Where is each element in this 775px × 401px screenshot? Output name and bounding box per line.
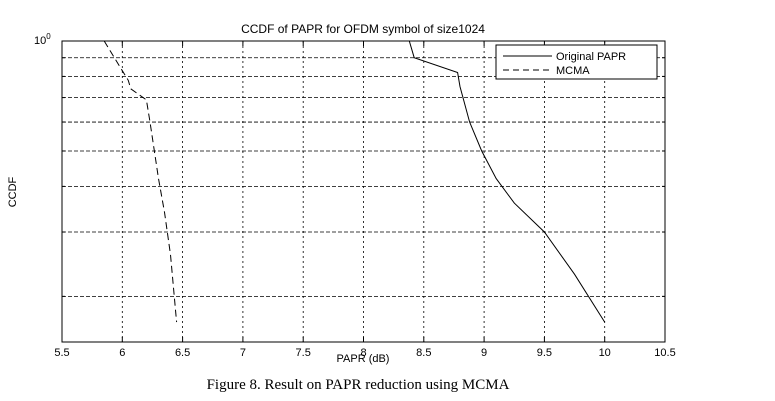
legend-box bbox=[495, 44, 658, 80]
legend-label-original-papr: Original PAPR bbox=[556, 51, 626, 63]
plot-area bbox=[61, 40, 666, 343]
chart-title: CCDF of PAPR for OFDM symbol of size1024 bbox=[241, 22, 485, 36]
x-tick-label: 6 bbox=[119, 347, 125, 359]
x-axis-ticks: 5.5 6 6.5 7 7.5 8 8.5 9 9.5 10 10.5 bbox=[54, 41, 676, 359]
x-tick-label: 8.5 bbox=[416, 347, 431, 359]
x-tick-label: 7.5 bbox=[296, 347, 311, 359]
y-axis-ticks: 100 bbox=[34, 32, 51, 47]
original-papr-line bbox=[408, 40, 606, 323]
legend: Original PAPR MCMA bbox=[495, 44, 658, 80]
figure-caption: Figure 8. Result on PAPR reduction using… bbox=[207, 377, 510, 393]
mcma-line bbox=[103, 40, 178, 323]
x-tick-label: 9.5 bbox=[537, 347, 552, 359]
legend-label-mcma: MCMA bbox=[556, 65, 590, 77]
x-tick-label: 5.5 bbox=[54, 347, 69, 359]
x-tick-label: 6.5 bbox=[175, 347, 190, 359]
x-axis-label: PAPR (dB) bbox=[337, 353, 390, 365]
x-tick-label: 7 bbox=[240, 347, 246, 359]
x-tick-label: 8 bbox=[360, 347, 366, 359]
x-tick-label: 10 bbox=[599, 347, 611, 359]
x-tick-label: 9 bbox=[481, 347, 487, 359]
y-axis-label: CCDF bbox=[7, 176, 19, 207]
series-lines bbox=[103, 40, 606, 323]
x-tick-label: 10.5 bbox=[654, 347, 675, 359]
y-tick-label: 100 bbox=[34, 32, 51, 47]
